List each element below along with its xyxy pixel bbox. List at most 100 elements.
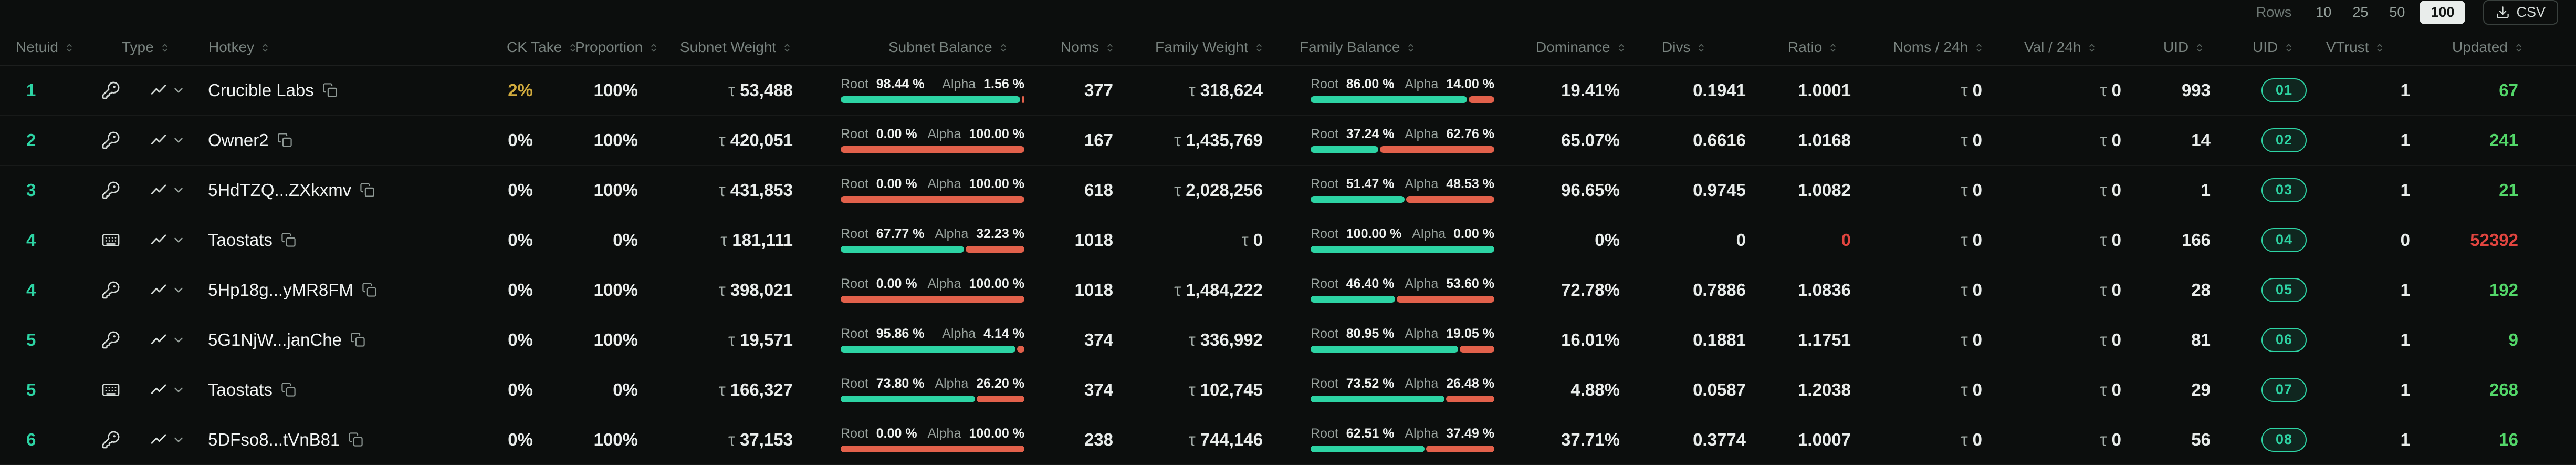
sort-icon <box>1619 44 1624 52</box>
table-row[interactable]: 5 5G1NjW...janChe <box>0 315 2576 365</box>
col-header-noms[interactable]: Noms <box>1055 29 1150 66</box>
chart-dropdown-button[interactable] <box>150 381 185 399</box>
sort-icon <box>1107 44 1113 52</box>
chart-dropdown-button[interactable] <box>150 131 185 149</box>
type-cell <box>74 315 207 365</box>
col-header-uid[interactable]: UID <box>2158 29 2247 66</box>
sort-icon <box>784 44 790 52</box>
hotkey-link[interactable]: Owner2 <box>208 130 269 150</box>
subnet-balance-bar: Root 0.00 % Alpha 100.00 % <box>841 127 1024 153</box>
csv-export-button[interactable]: CSV <box>2483 0 2558 25</box>
page-size-100[interactable]: 100 <box>2420 0 2466 24</box>
ck-take-value: 0% <box>501 215 570 265</box>
page-size-10[interactable]: 10 <box>2309 2 2338 23</box>
copy-icon[interactable] <box>281 382 296 397</box>
ratio-value: 1.2038 <box>1783 365 1888 415</box>
netuid-link[interactable]: 2 <box>26 130 36 150</box>
noms-value: 377 <box>1055 65 1150 116</box>
family-balance-bar: Root 46.40 % Alpha 53.60 % <box>1311 277 1494 303</box>
col-header-ck_take[interactable]: CK Take <box>501 29 575 66</box>
alpha-bar-segment <box>841 445 1024 452</box>
col-header-ratio[interactable]: Ratio <box>1783 29 1888 66</box>
root-bar-segment <box>1311 195 1405 203</box>
line-chart-icon <box>151 84 166 95</box>
page-size-25[interactable]: 25 <box>2346 2 2374 23</box>
table-row[interactable]: 4 Taostats <box>0 215 2576 265</box>
table-row[interactable]: 2 Owner2 <box>0 115 2576 166</box>
netuid-link[interactable]: 6 <box>26 429 36 449</box>
col-header-type[interactable]: Type <box>74 29 207 66</box>
table-row[interactable]: 5 Taostats <box>0 365 2576 415</box>
sort-icon <box>263 44 268 52</box>
netuid-link[interactable]: 4 <box>26 230 36 250</box>
chart-dropdown-button[interactable] <box>150 231 185 249</box>
hotkey-link[interactable]: 5G1NjW...janChe <box>208 329 342 349</box>
col-header-dominance[interactable]: Dominance <box>1531 29 1657 66</box>
col-header-netuid[interactable]: Netuid <box>0 29 74 66</box>
tau-symbol: τ <box>1961 230 1968 250</box>
family-weight-value: τ 318,624 <box>1150 65 1300 116</box>
uid-value: 14 <box>2158 115 2247 166</box>
hotkey-link[interactable]: 5Hp18g...yMR8FM <box>208 280 353 299</box>
tau-symbol: τ <box>718 280 726 299</box>
subnet-weight-value: τ 37,153 <box>675 415 830 465</box>
col-header-proportion[interactable]: Proportion <box>570 29 675 66</box>
netuid-link[interactable]: 4 <box>26 280 36 299</box>
copy-icon[interactable] <box>277 132 292 148</box>
netuid-link[interactable]: 1 <box>26 80 36 100</box>
updated-value: 241 <box>2447 115 2576 166</box>
col-header-val_24h[interactable]: Val / 24h <box>2019 29 2158 66</box>
uid-badge: 07 <box>2261 377 2307 402</box>
chart-dropdown-button[interactable] <box>150 281 185 299</box>
col-header-family_balance[interactable]: Family Balance <box>1300 29 1531 66</box>
hotkey-link[interactable]: Taostats <box>208 230 273 250</box>
sort-icon <box>67 44 72 52</box>
vtrust-value: 1 <box>2321 365 2447 415</box>
chart-dropdown-button[interactable] <box>150 181 185 199</box>
table-row[interactable]: 6 5DFso8...tVnB81 <box>0 415 2576 465</box>
copy-icon[interactable] <box>281 232 296 247</box>
netuid-link[interactable]: 5 <box>26 379 36 399</box>
key-icon <box>101 131 120 150</box>
copy-icon[interactable] <box>350 332 365 347</box>
copy-icon[interactable] <box>360 182 375 198</box>
col-header-subnet_balance[interactable]: Subnet Balance <box>830 29 1055 66</box>
vtrust-value: 1 <box>2321 315 2447 365</box>
page-size-50[interactable]: 50 <box>2383 2 2411 23</box>
tau-symbol: τ <box>1961 80 1968 100</box>
col-header-hotkey[interactable]: Hotkey <box>207 29 501 66</box>
family-balance-cell: Root 46.40 % Alpha 53.60 % <box>1300 265 1531 315</box>
vtrust-value: 1 <box>2321 165 2447 215</box>
tau-symbol: τ <box>1188 379 1196 399</box>
type-cell <box>74 365 207 415</box>
hotkey-link[interactable]: Taostats <box>208 379 273 399</box>
table-row[interactable]: 1 Crucible Labs <box>0 65 2576 116</box>
copy-icon[interactable] <box>362 282 377 297</box>
table-row[interactable]: 4 5Hp18g...yMR8FM <box>0 265 2576 315</box>
col-header-noms_24h[interactable]: Noms / 24h <box>1888 29 2019 66</box>
netuid-link[interactable]: 3 <box>26 180 36 200</box>
proportion-value: 100% <box>570 165 675 215</box>
table-row[interactable]: 3 5HdTZQ...ZXkxmv <box>0 165 2576 215</box>
uid-value: 28 <box>2158 265 2247 315</box>
col-header-uid_badge[interactable]: UID <box>2247 29 2321 66</box>
tau-symbol: τ <box>1961 180 1968 200</box>
chart-dropdown-button[interactable] <box>150 331 185 349</box>
col-header-vtrust[interactable]: VTrust <box>2321 29 2447 66</box>
validators-table: Netuid Type Hotkey CK Take Proportion Subnet … <box>0 29 2576 465</box>
col-header-divs[interactable]: Divs <box>1657 29 1783 66</box>
hotkey-link[interactable]: 5DFso8...tVnB81 <box>208 429 340 449</box>
col-header-family_weight[interactable]: Family Weight <box>1150 29 1300 66</box>
hotkey-link[interactable]: 5HdTZQ...ZXkxmv <box>208 180 352 200</box>
copy-icon[interactable] <box>348 432 363 447</box>
hotkey-link[interactable]: Crucible Labs <box>208 80 314 100</box>
netuid-link[interactable]: 5 <box>26 329 36 349</box>
col-header-subnet_weight[interactable]: Subnet Weight <box>675 29 830 66</box>
copy-icon[interactable] <box>322 82 338 98</box>
chart-dropdown-button[interactable] <box>150 81 185 99</box>
chart-dropdown-button[interactable] <box>150 431 185 449</box>
col-header-updated[interactable]: Updated <box>2447 29 2576 66</box>
type-cell <box>74 165 207 215</box>
